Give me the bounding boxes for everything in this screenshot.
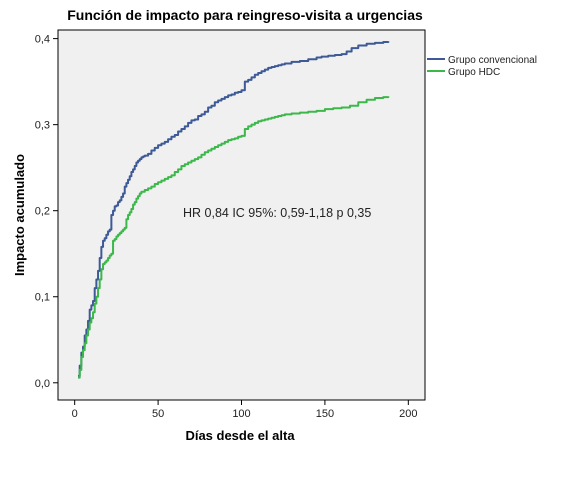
series-line-grupo-convencional (78, 41, 390, 377)
y-axis: 0,0 0,1 0,2 0,3 0,4 (35, 34, 58, 390)
legend-label: Grupo HDC (448, 67, 500, 78)
hr-annotation: HR 0,84 IC 95%: 0,59-1,18 p 0,35 (183, 206, 371, 220)
y-tick-label: 0,3 (35, 120, 50, 132)
series-line-grupo-hdc (78, 96, 390, 379)
y-axis-title: Impacto acumulado (12, 154, 27, 276)
x-axis-title: Días desde el alta (185, 428, 295, 443)
y-tick-label: 0,2 (35, 206, 50, 218)
x-tick-label: 200 (399, 408, 417, 420)
series-layer (78, 41, 390, 379)
x-tick-label: 0 (72, 408, 78, 420)
x-tick-label: 150 (316, 408, 334, 420)
x-tick-label: 100 (232, 408, 250, 420)
chart-title: Función de impacto para reingreso-visita… (67, 7, 423, 23)
y-tick-label: 0,0 (35, 378, 50, 390)
y-tick-label: 0,4 (35, 34, 50, 46)
legend-label: Grupo convencional (448, 55, 537, 66)
x-tick-label: 50 (152, 408, 164, 420)
y-tick-label: 0,1 (35, 292, 50, 304)
x-axis: 0 50 100 150 200 (72, 400, 417, 420)
